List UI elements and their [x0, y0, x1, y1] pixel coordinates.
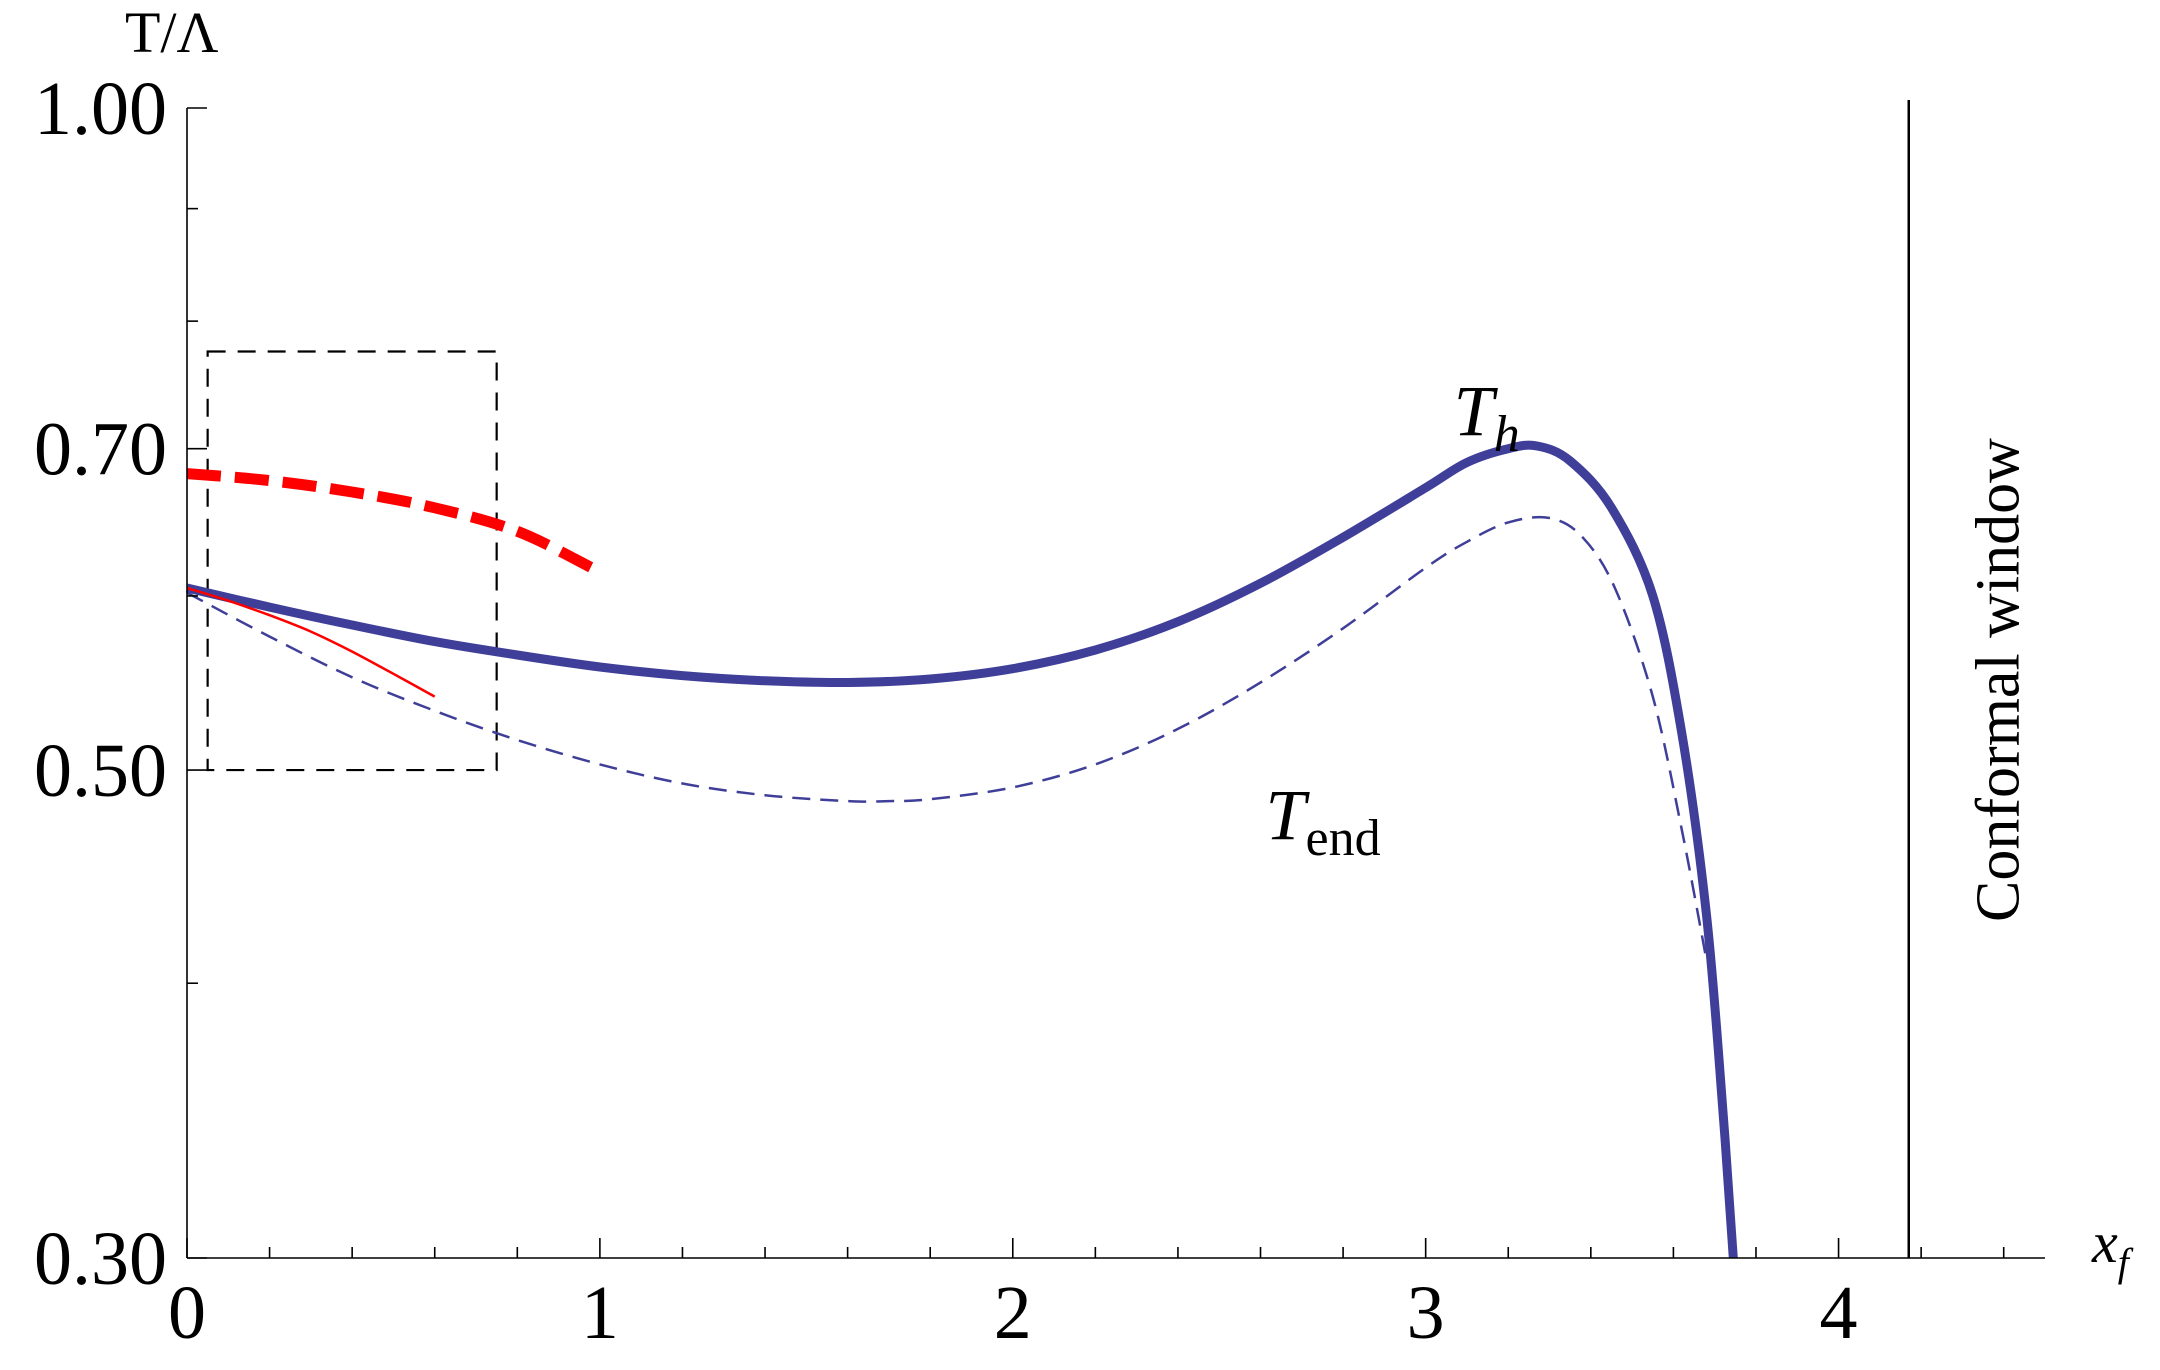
annotation-main: T [1454, 371, 1499, 451]
x-tick-label: 1 [581, 1271, 619, 1355]
y-tick-label: 0.30 [34, 1217, 167, 1301]
y-tick-label: 0.50 [34, 729, 167, 813]
x-axis-label: xf [2091, 1210, 2134, 1285]
zoom-box [206, 350, 498, 772]
conformal-window-label: Conformal window [1965, 438, 2033, 922]
x-tick-label: 0 [168, 1271, 206, 1355]
annotation-sub: end [1306, 810, 1381, 867]
y-axis-label: T/Λ [125, 0, 219, 65]
series-line-red-dashed [186, 468, 595, 573]
x-tick-label: 3 [1407, 1271, 1445, 1355]
x-tick-label: 2 [994, 1271, 1032, 1355]
annotation-sub: h [1494, 406, 1520, 463]
y-tick-label: 1.00 [34, 67, 167, 151]
x-tick-label: 4 [1820, 1271, 1858, 1355]
plot-area [185, 100, 1910, 1259]
annotation-main: T [1266, 775, 1311, 855]
axes [186, 107, 2045, 1259]
x-axis-label-main: x [2091, 1210, 2118, 1275]
annotation-tend: Tend [1266, 775, 1381, 867]
series-line-th [185, 440, 1738, 1259]
y-tick-label: 0.70 [34, 408, 167, 492]
series-line-tend [186, 515, 1708, 960]
annotation-th: Th [1454, 371, 1520, 463]
series-line-red-thin [186, 586, 436, 698]
x-axis-label-sub: f [2118, 1240, 2134, 1285]
labels: 0 1 2 3 4 0.30 0.50 0.70 1.00T/Λ xf Conformal wind… [34, 0, 2134, 1355]
